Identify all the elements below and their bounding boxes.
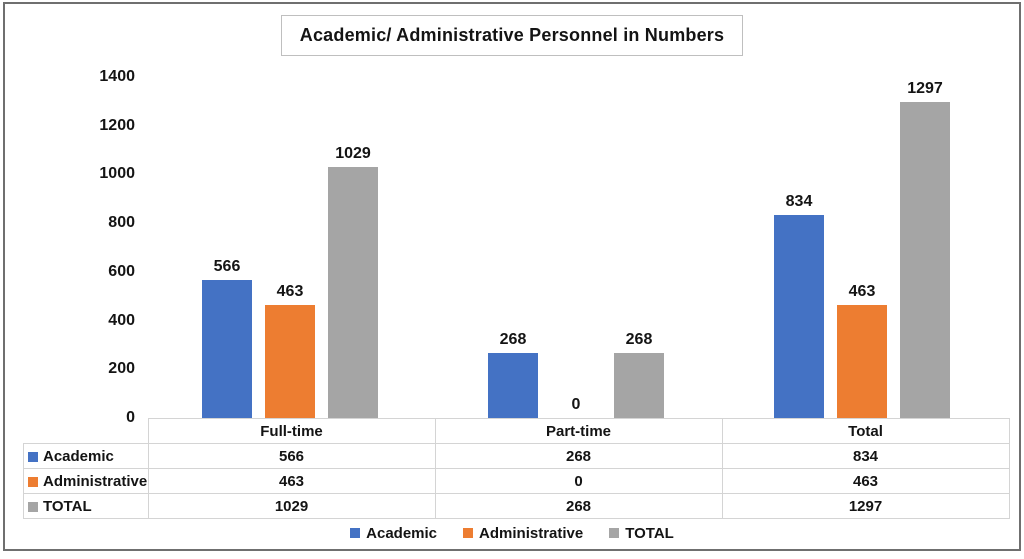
bar-slot-academic-total: 834 [774, 77, 824, 418]
legend-item-total: TOTAL [609, 525, 674, 542]
bar-value-label: 834 [785, 192, 813, 210]
category-group-full-time: 566 463 1029 [147, 77, 433, 418]
table-header-row: Full-time Part-time Total [24, 418, 1010, 444]
bar-total-part-time [614, 352, 664, 418]
legend-swatch-academic [350, 528, 361, 538]
series-color-swatch-total [28, 501, 38, 512]
table-value-administrative-part-time: 0 [434, 468, 723, 494]
series-color-swatch-administrative [28, 476, 38, 487]
table-value-total-full-time: 1029 [147, 493, 436, 519]
table-row-administrative: Administrative 463 0 463 [23, 468, 1010, 494]
plot-area: 566 463 1029 268 0 268 834 463 1297 [147, 77, 1005, 418]
bar-value-label: 463 [848, 283, 876, 301]
bar-slot-total-part-time: 268 [614, 77, 664, 418]
y-axis-tick-label: 1400 [99, 68, 135, 85]
table-series-name-cell-academic: Academic [23, 443, 149, 469]
bar-total-total [900, 102, 950, 418]
legend-label-academic: Academic [366, 524, 438, 542]
table-value-academic-total: 834 [721, 443, 1010, 469]
table-category-header-total: Total [721, 418, 1010, 444]
y-axis-tick-label: 200 [108, 360, 135, 378]
legend-swatch-administrative [463, 528, 474, 538]
category-group-part-time: 268 0 268 [433, 77, 719, 418]
bar-slot-total-full-time: 1029 [328, 77, 378, 418]
bar-academic-full-time [202, 280, 252, 418]
bar-slot-administrative-full-time: 463 [265, 77, 315, 418]
table-series-name-cell-total: TOTAL [23, 493, 149, 519]
y-axis-tick-label: 800 [108, 214, 135, 232]
table-value-academic-part-time: 268 [434, 443, 723, 469]
legend-swatch-total [609, 528, 620, 538]
y-axis-tick-label: 400 [108, 311, 135, 329]
bar-value-label: 1029 [335, 145, 371, 163]
bar-value-label: 463 [276, 283, 304, 301]
bar-slot-administrative-total: 463 [837, 77, 887, 418]
table-row-academic: Academic 566 268 834 [23, 443, 1010, 469]
bar-slot-administrative-part-time: 0 [551, 77, 601, 418]
legend-item-administrative: Administrative [463, 525, 583, 542]
table-series-name-cell-administrative: Administrative [23, 468, 149, 494]
bar-value-label: 268 [499, 330, 527, 348]
table-row-total: TOTAL 1029 268 1297 [23, 493, 1010, 519]
table-value-academic-full-time: 566 [147, 443, 436, 469]
bar-value-label: 566 [213, 258, 241, 276]
legend-item-academic: Academic [350, 525, 437, 542]
bar-slot-academic-full-time: 566 [202, 77, 252, 418]
table-corner-cell [24, 419, 149, 444]
bar-academic-part-time [488, 352, 538, 418]
bar-administrative-total [837, 305, 887, 418]
data-table: Full-time Part-time Total Academic 566 268 834… [23, 418, 1010, 519]
table-category-header-full-time: Full-time [147, 418, 436, 444]
table-value-administrative-total: 463 [721, 468, 1010, 494]
y-axis-tick-label: 0 [126, 409, 135, 426]
legend-label-total: TOTAL [625, 524, 674, 542]
bar-slot-academic-part-time: 268 [488, 77, 538, 418]
series-color-swatch-academic [28, 451, 38, 462]
table-value-total-total: 1297 [721, 493, 1010, 519]
bar-value-label: 268 [625, 330, 653, 348]
bar-value-label: 0 [571, 396, 581, 413]
chart-title-box: Academic/ Administrative Personnel in Nu… [281, 15, 743, 56]
y-axis-tick-label: 600 [108, 262, 135, 280]
table-category-header-part-time: Part-time [434, 418, 723, 444]
bar-academic-total [774, 214, 824, 418]
table-value-administrative-full-time: 463 [147, 468, 436, 494]
chart-title: Academic/ Administrative Personnel in Nu… [299, 25, 725, 45]
legend: Academic Administrative TOTAL [0, 524, 1024, 542]
bar-total-full-time [328, 167, 378, 418]
y-axis-tick-label: 1000 [99, 165, 135, 183]
bar-administrative-full-time [265, 305, 315, 418]
legend-label-administrative: Administrative [479, 524, 584, 542]
category-group-total: 834 463 1297 [719, 77, 1005, 418]
table-value-total-part-time: 268 [434, 493, 723, 519]
bar-value-label: 1297 [907, 80, 943, 98]
bar-slot-total-total: 1297 [900, 77, 950, 418]
y-axis-tick-label: 1200 [99, 116, 135, 134]
